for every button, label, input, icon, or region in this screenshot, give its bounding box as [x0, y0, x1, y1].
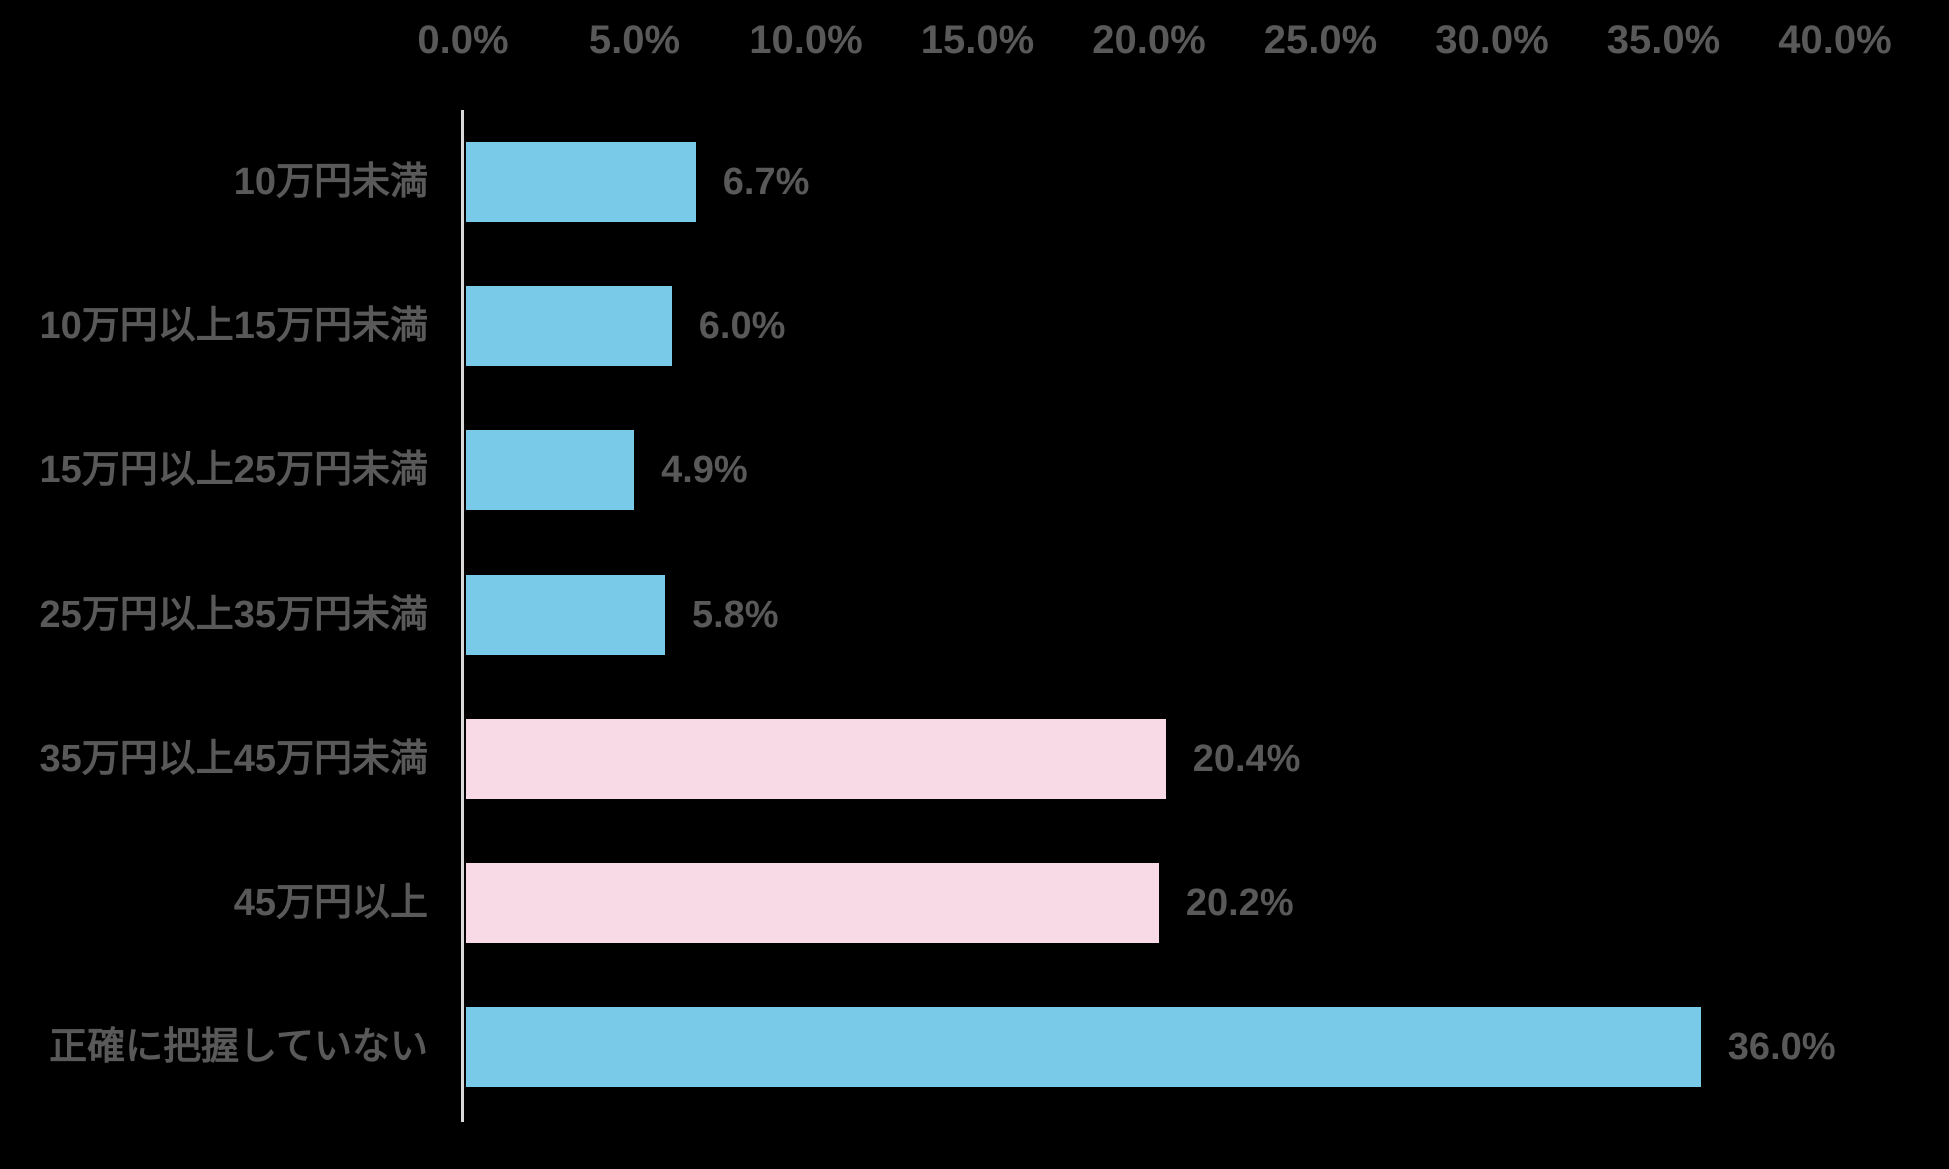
category-label: 10万円未満	[233, 161, 428, 203]
bar	[466, 863, 1159, 943]
bar	[466, 286, 672, 367]
category-label: 25万円以上35万円未満	[39, 593, 428, 636]
y-axis-line	[461, 110, 464, 1122]
x-axis-tick-label: 0.0%	[417, 18, 509, 62]
x-axis-tick-label: 35.0%	[1606, 18, 1721, 62]
category-label: 45万円以上	[233, 882, 428, 924]
bar	[466, 574, 665, 655]
category-label: 35万円以上45万円未満	[39, 737, 428, 780]
value-label: 6.0%	[698, 305, 786, 348]
value-label: 6.7%	[722, 161, 810, 203]
x-axis-tick-label: 30.0%	[1435, 18, 1549, 62]
x-axis-tick-label: 20.0%	[1092, 18, 1206, 62]
category-label: 正確に把握していない	[49, 1026, 428, 1069]
bar	[466, 1007, 1701, 1088]
value-label: 20.4%	[1192, 737, 1301, 780]
category-label: 10万円以上15万円未満	[39, 305, 428, 348]
bar	[466, 718, 1166, 799]
bar	[466, 142, 696, 222]
x-axis-tick-label: 5.0%	[588, 18, 681, 62]
x-axis-tick-label: 25.0%	[1263, 18, 1378, 62]
value-label: 20.2%	[1185, 882, 1294, 924]
x-axis-tick-label: 10.0%	[749, 18, 863, 62]
value-label: 36.0%	[1727, 1026, 1836, 1069]
value-label: 4.9%	[661, 449, 748, 492]
x-axis-tick-label: 15.0%	[920, 18, 1035, 62]
x-axis-tick-label: 40.0%	[1778, 18, 1892, 62]
category-label: 15万円以上25万円未満	[39, 449, 428, 492]
value-label: 5.8%	[691, 593, 779, 636]
bar	[466, 430, 635, 511]
